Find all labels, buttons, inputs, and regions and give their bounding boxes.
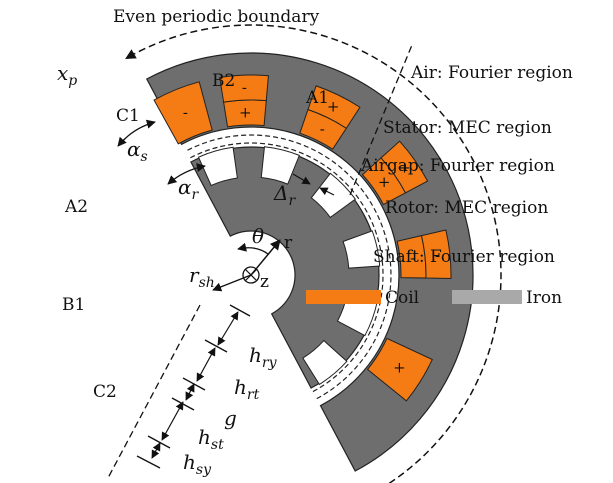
r-axis-label: r	[284, 233, 293, 253]
phase-label-a1: A1	[305, 88, 329, 108]
coil-sign: +	[398, 158, 411, 176]
coil-sign: +	[378, 173, 391, 191]
dimension-ticks	[136, 304, 251, 469]
coil-sign: -	[435, 246, 440, 264]
alpha-r-arrow	[167, 163, 206, 185]
r-axis-arrow	[250, 239, 281, 276]
alpha-r-symbol: αr	[178, 175, 200, 203]
g-symbol: g	[224, 406, 237, 430]
hsy-symbol: hsy	[183, 450, 212, 478]
hry-symbol: hry	[249, 343, 278, 371]
boundary-line-right	[349, 44, 413, 196]
coil-sign: +	[239, 104, 252, 122]
theta-arc-arrow	[237, 242, 269, 255]
legend-iron-label: Iron	[526, 288, 562, 308]
air-region-label: Air: Fourier region	[410, 63, 573, 83]
airgap-region-label: Airgap: Fourier region	[360, 156, 555, 176]
coil-layer	[420, 229, 452, 279]
hst-symbol: hst	[198, 425, 224, 453]
phase-label-c1: C1	[116, 106, 140, 126]
rotor-region-label: Rotor: MEC region	[385, 198, 548, 218]
coil-sign: +	[393, 359, 406, 377]
phase-label-c2: C2	[93, 382, 117, 402]
stator-region-label: Stator: MEC region	[383, 118, 552, 138]
phase-label-b2: B2	[212, 71, 235, 91]
coil-sign: -	[410, 249, 415, 267]
z-axis-label: z	[260, 272, 269, 292]
shaft-region-label: Shaft: Fourier region	[373, 247, 555, 267]
xp-symbol: xp	[57, 61, 77, 89]
dimension-arrows	[151, 311, 239, 459]
phase-label-b1: B1	[62, 295, 85, 315]
legend-iron-swatch	[452, 290, 522, 304]
delta-r-arrow-left	[292, 173, 311, 185]
alpha-s-arrow	[117, 119, 156, 147]
rsh-arrow	[212, 274, 252, 292]
rsh-symbol: rsh	[189, 263, 215, 291]
delta-r-symbol: Δr	[273, 181, 296, 209]
coil-sign: -	[183, 104, 188, 122]
coil-layer	[380, 140, 429, 194]
delta-r-arrow-right	[319, 187, 335, 196]
center-z-symbol	[242, 266, 260, 284]
legend-coil-label: Coil	[385, 288, 419, 308]
coil-sign: -	[242, 79, 247, 97]
phase-label-a2: A2	[64, 197, 88, 217]
theta-symbol: θ	[252, 224, 264, 248]
legend-coil-swatch	[306, 290, 381, 304]
alpha-s-symbol: αs	[127, 137, 148, 165]
coil-sign: -	[320, 120, 325, 138]
hrt-symbol: hrt	[234, 375, 260, 403]
periodic-boundary-arc	[125, 24, 502, 483]
periodic-boundary-label: Even periodic boundary	[113, 7, 320, 27]
